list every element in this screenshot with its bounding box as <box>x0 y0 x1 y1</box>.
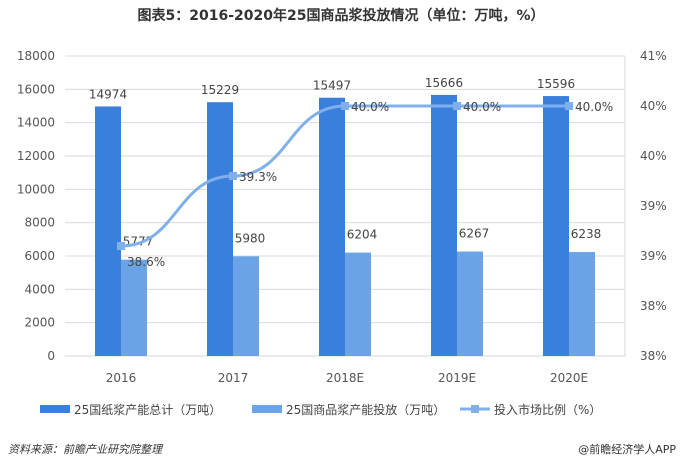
bar <box>457 251 483 356</box>
y-tick-label: 4000 <box>24 282 55 296</box>
line-data-label: 40.0% <box>575 100 613 114</box>
bar <box>569 252 595 356</box>
chart-title: 图表5：2016-2020年25国商品浆投放情况（单位：万吨，%） <box>138 7 545 24</box>
bar <box>121 259 147 356</box>
legend-label: 投入市场比例（%） <box>494 402 601 417</box>
x-tick-label: 2018E <box>326 371 364 385</box>
y2-tick-label: 38% <box>640 349 667 363</box>
source-note: 资料来源：前瞻产业研究院整理 <box>8 443 164 456</box>
bar <box>543 96 569 357</box>
line-series <box>120 104 569 248</box>
legend-label: 25国商品浆产能投放（万吨） <box>286 402 445 417</box>
line-data-label: 40.0% <box>463 100 501 114</box>
bar <box>207 102 233 356</box>
bar <box>95 106 121 356</box>
bar <box>345 252 371 356</box>
bar-data-label: 6238 <box>571 227 602 241</box>
y2-tick-label: 39% <box>640 249 667 263</box>
y2-tick-label: 40% <box>640 99 667 113</box>
y2-tick-label: 40% <box>640 149 667 163</box>
line-data-label: 38.6% <box>127 255 165 269</box>
y2-tick-label: 41% <box>640 49 667 63</box>
x-tick-label: 2017 <box>218 371 249 385</box>
x-tick-label: 2020E <box>550 371 588 385</box>
line-marker <box>341 102 349 110</box>
y-tick-label: 6000 <box>24 249 55 263</box>
y-tick-label: 14000 <box>17 116 55 130</box>
bar <box>431 94 457 357</box>
bar-data-label: 14974 <box>89 87 127 101</box>
x-tick-label: 2016 <box>106 371 137 385</box>
line-data-label: 40.0% <box>351 100 389 114</box>
bar-data-label: 15497 <box>313 79 351 93</box>
line-marker <box>453 102 461 110</box>
legend-marker <box>471 405 479 413</box>
bar-data-label: 6267 <box>459 227 490 241</box>
bar-data-label: 15596 <box>537 77 575 91</box>
bar <box>319 97 345 356</box>
legend-label: 25国纸浆产能总计（万吨） <box>74 402 221 417</box>
line-data-label: 39.3% <box>239 170 277 184</box>
bar-data-label: 15229 <box>201 83 239 97</box>
bar <box>233 256 259 356</box>
y-tick-label: 12000 <box>17 149 55 163</box>
y-tick-label: 18000 <box>17 49 55 63</box>
line-marker <box>229 172 237 180</box>
y-tick-label: 0 <box>47 349 55 363</box>
y-tick-label: 2000 <box>24 316 55 330</box>
y2-tick-label: 39% <box>640 199 667 213</box>
y2-tick-label: 38% <box>640 299 667 313</box>
brand-credit: @前瞻经济学人APP <box>578 442 676 456</box>
line-marker <box>565 102 573 110</box>
legend-swatch <box>252 405 282 413</box>
x-tick-label: 2019E <box>438 371 476 385</box>
y-tick-label: 8000 <box>24 216 55 230</box>
bar-data-label: 15666 <box>425 76 463 90</box>
bar-data-label: 5980 <box>235 231 266 245</box>
legend-swatch <box>40 405 70 413</box>
y-tick-label: 16000 <box>17 82 55 96</box>
y-tick-label: 10000 <box>17 182 55 196</box>
bar-data-label: 6204 <box>347 228 378 242</box>
line-marker <box>117 242 125 250</box>
